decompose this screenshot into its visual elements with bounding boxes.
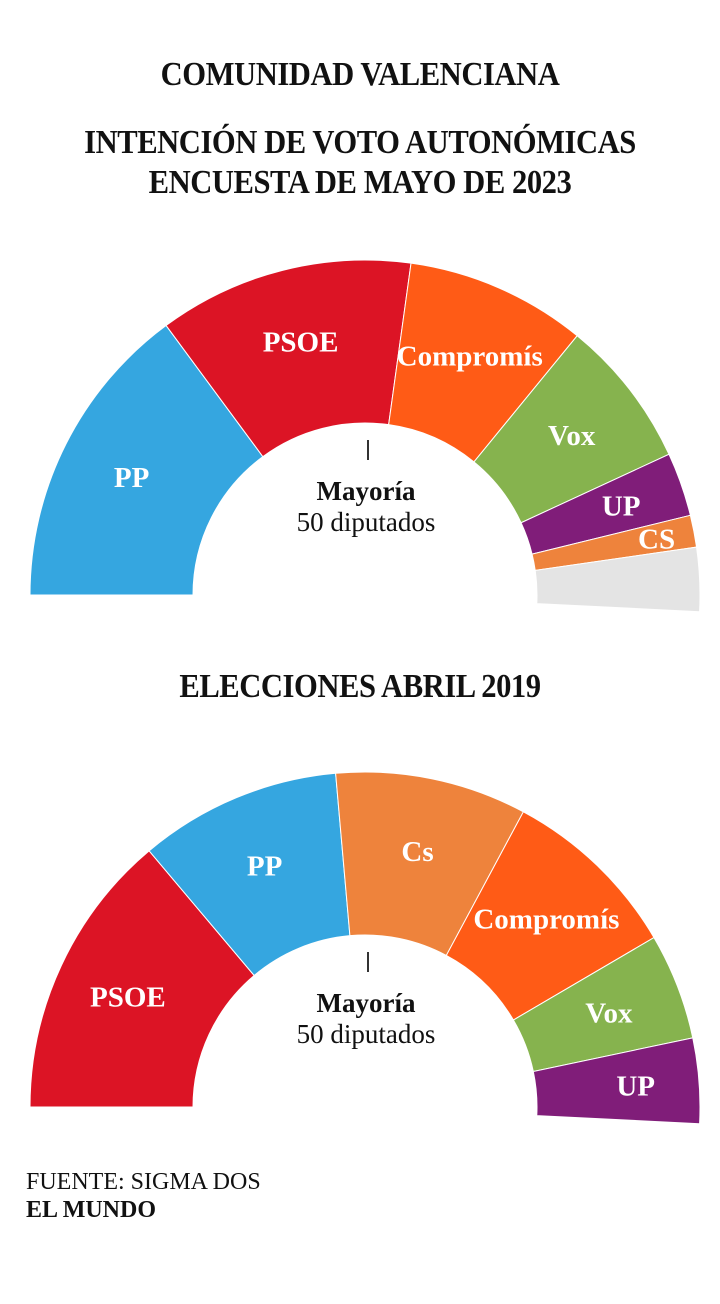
slice-label-cs: Cs xyxy=(401,836,433,868)
majority-label: Mayoría xyxy=(317,988,416,1018)
seat-slice-psoe xyxy=(29,850,255,1108)
slice-label-vox: Vox xyxy=(548,420,596,452)
slice-label-vox: Vox xyxy=(585,998,633,1030)
region-title: COMUNIDAD VALENCIANA xyxy=(160,56,560,93)
source-text: FUENTE: SIGMA DOS xyxy=(26,1169,261,1195)
chart-title-2019: ELECCIONES ABRIL 2019 xyxy=(179,668,541,705)
slice-label-pp: PP xyxy=(247,851,282,883)
slice-label-pp: PP xyxy=(114,462,149,494)
chart-title-line2: ENCUESTA DE MAYO DE 2023 xyxy=(148,164,572,201)
seat-slice-blank xyxy=(534,546,701,613)
slice-label-compromis: Compromís xyxy=(397,340,543,372)
slice-label-psoe: PSOE xyxy=(263,327,339,359)
slice-label-up: UP xyxy=(602,490,641,522)
seat-slice-up xyxy=(532,1037,701,1125)
slice-label-cs: CS xyxy=(638,523,675,555)
majority-seats: 50 diputados xyxy=(297,1019,436,1049)
brand-name: EL MUNDO xyxy=(26,1197,157,1223)
seat-slice-pp xyxy=(29,324,264,596)
slice-label-up: UP xyxy=(616,1071,655,1103)
majority-seats: 50 diputados xyxy=(297,507,436,537)
slice-label-psoe: PSOE xyxy=(90,982,166,1014)
majority-label: Mayoría xyxy=(317,476,416,506)
chart-title-line1: INTENCIÓN DE VOTO AUTONÓMICAS xyxy=(84,124,636,161)
slice-label-compromis: Compromís xyxy=(473,904,619,936)
source-note: FUENTE: SIGMA DOS EL MUNDO xyxy=(26,1168,261,1224)
